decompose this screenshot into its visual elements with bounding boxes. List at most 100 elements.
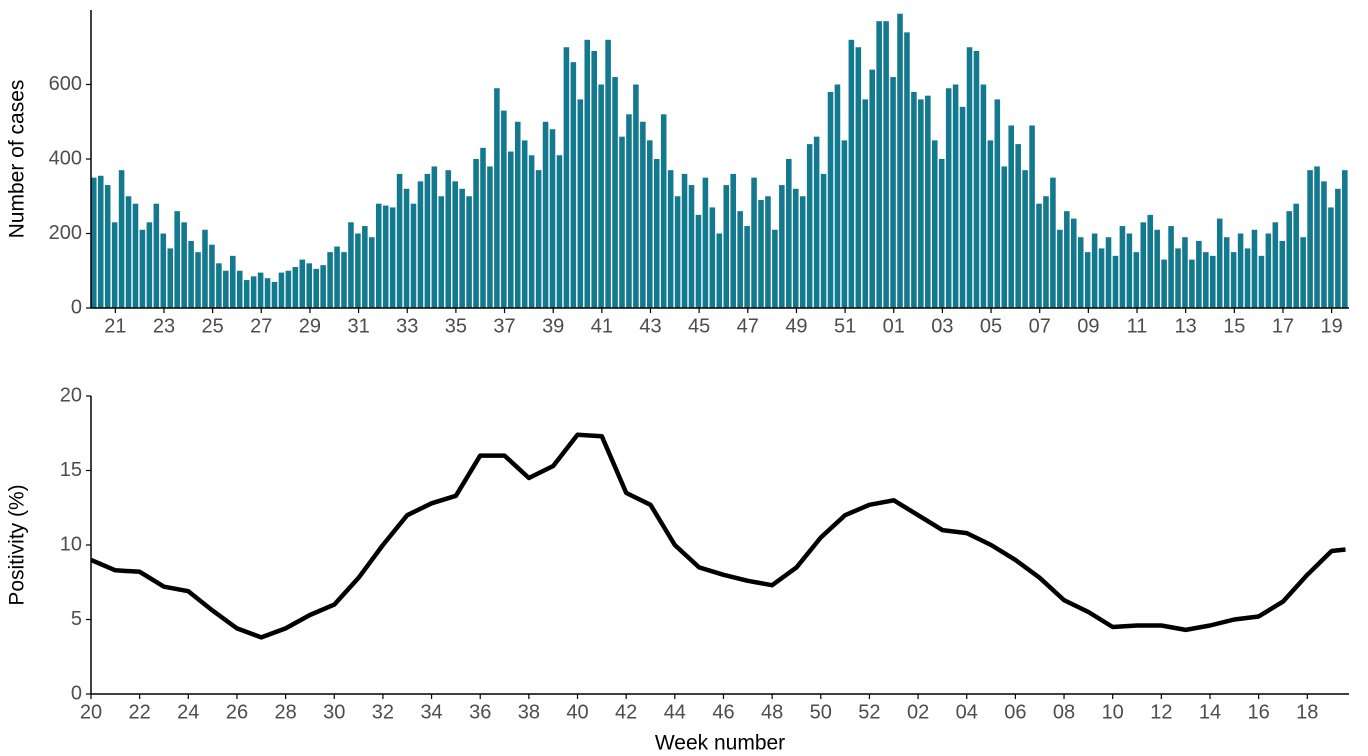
- bar: [640, 121, 646, 308]
- bar: [695, 214, 702, 308]
- bar: [563, 47, 570, 308]
- bar: [702, 177, 709, 308]
- x-tick-label: 24: [177, 701, 199, 723]
- bar: [1119, 226, 1126, 308]
- x-tick-label: 06: [1004, 701, 1026, 723]
- bar: [445, 170, 452, 308]
- x-tick-label: 11: [1127, 315, 1148, 337]
- bar: [806, 144, 813, 308]
- x-tick-label: 49: [785, 315, 807, 337]
- y-tick-label: 15: [60, 459, 82, 481]
- x-tick-label: 48: [761, 701, 783, 723]
- x-tick-label: 50: [810, 701, 832, 723]
- y-tick-label: 5: [71, 608, 82, 630]
- bar: [1064, 211, 1070, 308]
- x-tick-label: 20: [80, 701, 102, 723]
- bar: [1272, 222, 1279, 308]
- bar: [786, 159, 792, 308]
- bar: [334, 246, 340, 308]
- bar: [396, 173, 403, 308]
- bar: [973, 50, 980, 308]
- bar: [1230, 252, 1237, 308]
- bar: [1161, 259, 1167, 308]
- bar: [410, 203, 417, 308]
- bar: [1147, 214, 1154, 308]
- bar: [313, 268, 319, 308]
- bar: [223, 270, 229, 308]
- bar: [633, 84, 639, 308]
- bar: [257, 272, 264, 308]
- bar: [174, 211, 180, 308]
- bar: [966, 47, 973, 308]
- bar: [1293, 203, 1299, 308]
- x-tick-label: 22: [129, 701, 151, 723]
- bar: [577, 99, 584, 309]
- bar: [1223, 237, 1230, 308]
- bar: [1105, 237, 1112, 308]
- x-tick-label: 45: [688, 315, 710, 337]
- bar: [160, 233, 167, 308]
- bar: [827, 91, 834, 308]
- bar: [118, 170, 125, 308]
- bar: [820, 173, 827, 308]
- bar: [626, 114, 632, 308]
- bar: [931, 140, 938, 308]
- bar: [181, 222, 187, 308]
- bar: [570, 62, 577, 309]
- bar: [1112, 255, 1119, 308]
- x-tick-label: 44: [664, 701, 686, 723]
- y-tick-label: 0: [71, 682, 82, 704]
- bar: [799, 196, 806, 308]
- bar: [688, 185, 695, 308]
- bar: [549, 129, 556, 308]
- bar: [146, 222, 153, 308]
- x-tick-label: 47: [737, 315, 759, 337]
- bar: [723, 185, 730, 308]
- bar: [501, 110, 507, 308]
- x-tick-label: 05: [980, 315, 1002, 337]
- bar: [521, 140, 528, 308]
- bar: [952, 84, 959, 308]
- bar: [1335, 188, 1341, 308]
- bar: [97, 175, 104, 308]
- bar: [1154, 229, 1160, 308]
- x-tick-label: 46: [712, 701, 734, 723]
- x-tick-label: 52: [858, 701, 880, 723]
- x-tick-label: 12: [1150, 701, 1172, 723]
- bar: [1036, 203, 1042, 308]
- x-tick-label: 03: [931, 315, 953, 337]
- x-tick-label: 04: [956, 701, 978, 723]
- x-tick-label: 13: [1175, 315, 1197, 337]
- x-tick-label: 32: [372, 701, 394, 723]
- bar: [320, 265, 326, 308]
- bar: [285, 270, 292, 308]
- bar: [1001, 166, 1008, 308]
- bar: [514, 121, 521, 308]
- bar: [1050, 177, 1056, 308]
- bar: [556, 155, 563, 308]
- bar: [1098, 248, 1105, 308]
- bar: [438, 196, 445, 308]
- bar: [424, 173, 431, 308]
- bar: [1265, 233, 1272, 308]
- bar: [230, 255, 236, 308]
- bar: [236, 270, 243, 308]
- bar: [1203, 252, 1209, 308]
- bar: [452, 181, 458, 308]
- bar: [709, 207, 716, 308]
- x-tick-label: 15: [1223, 315, 1245, 337]
- bar: [111, 222, 118, 308]
- x-axis-title: Week number: [655, 732, 785, 755]
- bar: [938, 159, 945, 308]
- bar: [195, 252, 201, 308]
- bar: [855, 47, 862, 308]
- bar: [375, 203, 382, 308]
- bar: [243, 280, 250, 308]
- bar: [528, 155, 535, 308]
- bar: [674, 196, 681, 308]
- y-tick-label: 10: [60, 533, 82, 555]
- bar: [751, 177, 757, 308]
- bar: [653, 159, 660, 308]
- bar: [737, 211, 743, 308]
- bar: [862, 99, 869, 309]
